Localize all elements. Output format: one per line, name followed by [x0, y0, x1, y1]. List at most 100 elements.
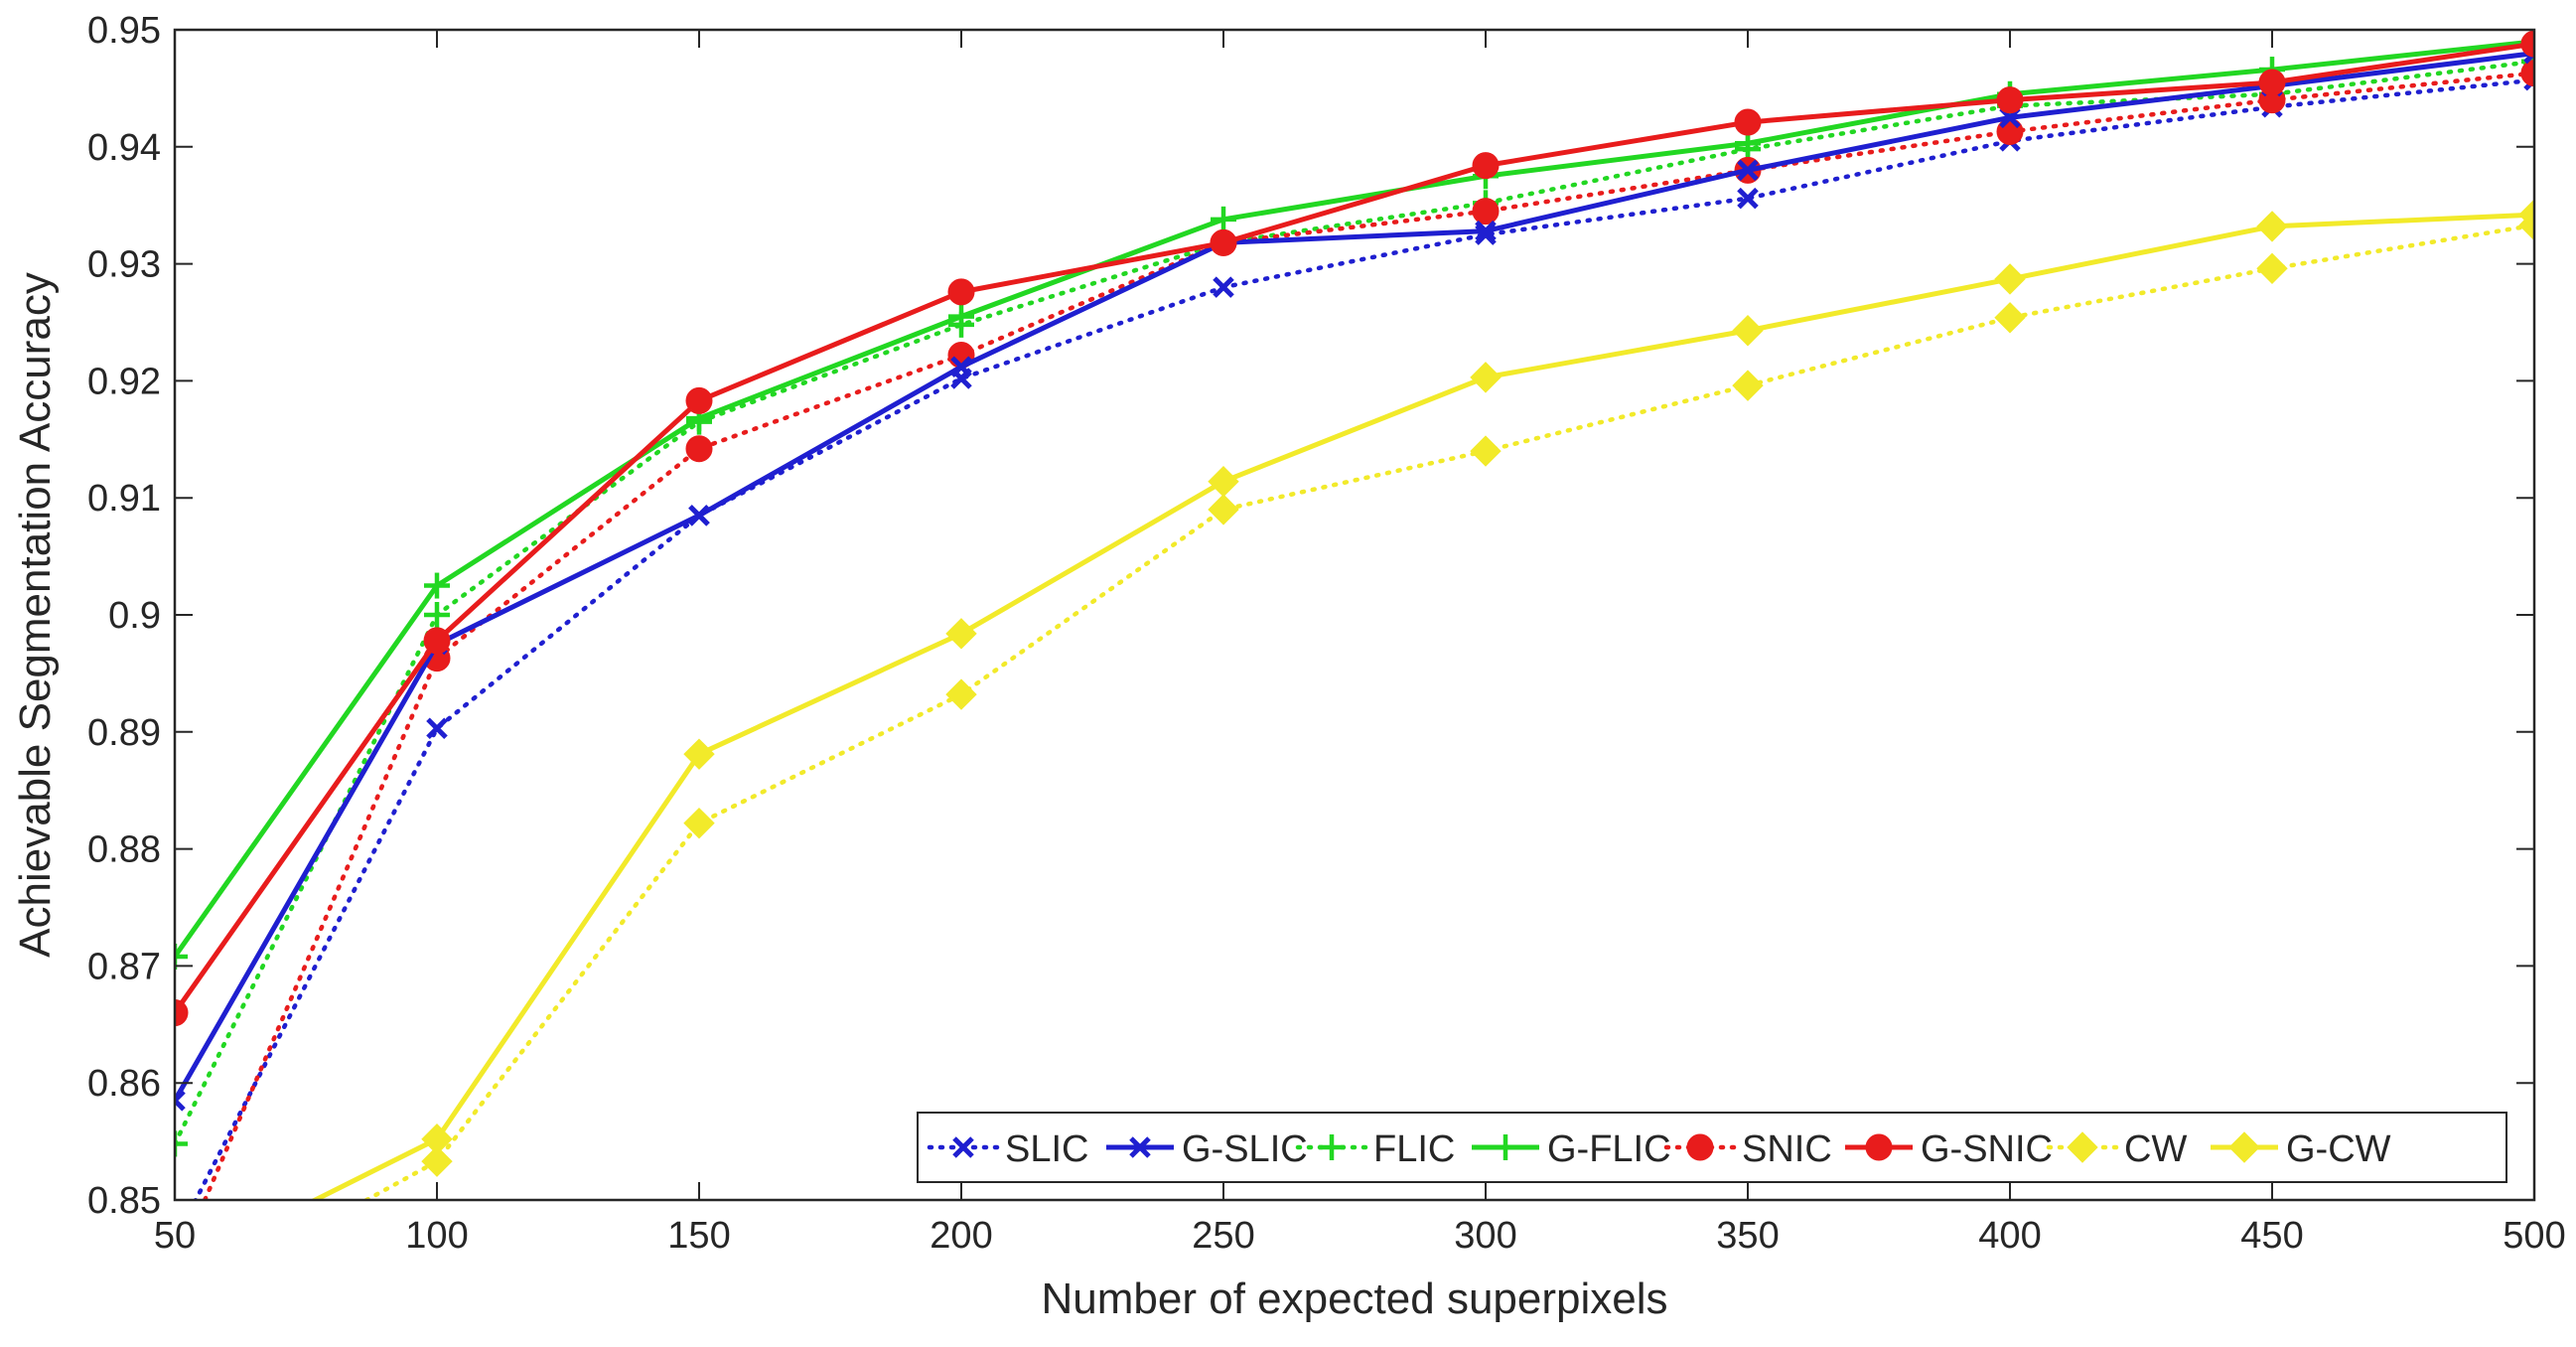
point-g-snic — [1210, 228, 1237, 256]
point-flic — [175, 1130, 188, 1157]
axis-ticks: 50 100 150 200 250 300 350 400 450 500 0.85 0.86 0.8… — [87, 10, 2566, 1257]
point-g-flic — [424, 572, 450, 599]
legend-item-g-cw: G-CW — [2211, 1128, 2391, 1170]
point-g-cw — [945, 618, 977, 650]
y-tick-label: 0.85 — [87, 1180, 161, 1222]
legend-marker — [1493, 1134, 1518, 1160]
series-line-slic — [193, 77, 2534, 1200]
series-line-cw — [361, 223, 2534, 1200]
legend-marker — [1129, 1136, 1151, 1158]
point-g-cw — [1732, 315, 1764, 347]
legend-marker — [2228, 1131, 2260, 1163]
x-tick-label: 200 — [930, 1215, 992, 1257]
point-cw — [2256, 252, 2288, 285]
legend-marker — [952, 1136, 974, 1158]
legend-item-cw: CW — [2046, 1128, 2187, 1170]
legend: SLIC G-SLIC FLIC G-FLIC SNIC G-SNIC CW G-CW — [917, 1112, 2507, 1183]
x-tick-label: 350 — [1716, 1215, 1779, 1257]
y-tick-label: 0.89 — [87, 712, 161, 754]
legend-item-g-slic: G-SLIC — [1106, 1128, 1308, 1170]
legend-label: G-FLIC — [1547, 1128, 1671, 1170]
y-tick-label: 0.92 — [87, 361, 161, 402]
point-cw — [1994, 302, 2026, 334]
point-g-snic — [2258, 69, 2286, 96]
legend-label: G-SNIC — [1921, 1128, 2053, 1170]
point-g-flic — [1211, 206, 1236, 232]
point-g-snic — [2520, 30, 2534, 58]
point-cw — [945, 678, 977, 710]
y-tick-label: 0.95 — [87, 10, 161, 52]
series-g-snic — [175, 30, 2534, 1027]
legend-item-flic: FLIC — [1295, 1128, 1455, 1170]
point-g-cw — [1470, 362, 1502, 393]
y-tick-label: 0.91 — [87, 478, 161, 520]
point-g-cw — [1208, 466, 1239, 498]
point-snic — [1472, 198, 1500, 225]
legend-marker — [1319, 1134, 1345, 1160]
y-tick-label: 0.86 — [87, 1063, 161, 1105]
point-g-cw — [2518, 199, 2534, 230]
point-g-slic — [1737, 159, 1759, 182]
point-g-slic — [950, 356, 972, 378]
point-g-snic — [175, 999, 189, 1027]
legend-label: CW — [2124, 1128, 2187, 1170]
point-g-cw — [683, 738, 715, 770]
y-axis-label: Achievable Segmentation Accuracy — [11, 272, 60, 958]
point-g-cw — [160, 1256, 190, 1285]
y-tick-label: 0.87 — [87, 946, 161, 987]
x-tick-label: 50 — [154, 1215, 196, 1257]
point-cw — [160, 1290, 190, 1320]
point-cw — [1732, 370, 1764, 401]
x-tick-label: 450 — [2240, 1215, 2303, 1257]
y-tick-label: 0.93 — [87, 244, 161, 286]
legend-label: FLIC — [1373, 1128, 1455, 1170]
legend-marker — [1686, 1133, 1714, 1161]
legend-label: G-CW — [2286, 1128, 2391, 1170]
point-cw — [683, 807, 715, 839]
legend-marker — [1865, 1133, 1893, 1161]
point-flic — [424, 602, 450, 628]
point-g-cw — [2256, 211, 2288, 242]
point-snic — [1996, 117, 2024, 145]
point-g-cw — [1994, 263, 2026, 295]
y-tick-label: 0.9 — [108, 595, 161, 637]
series-line-snic — [202, 71, 2534, 1200]
legend-item-snic: SNIC — [1663, 1128, 1832, 1170]
legend-label: SLIC — [1005, 1128, 1088, 1170]
point-cw — [1208, 494, 1239, 525]
legend-item-slic: SLIC — [927, 1128, 1088, 1170]
point-g-slic — [1475, 220, 1497, 242]
point-g-snic — [1734, 108, 1762, 136]
point-snic — [2520, 60, 2534, 87]
point-g-snic — [423, 627, 451, 655]
x-tick-label: 400 — [1978, 1215, 2041, 1257]
point-g-snic — [1472, 152, 1500, 180]
point-snic — [685, 435, 713, 463]
point-snic — [162, 1258, 188, 1283]
series-line-g-slic — [175, 51, 2534, 1103]
point-g-slic — [175, 1090, 186, 1112]
point-g-snic — [1996, 86, 2024, 114]
legend-marker — [2067, 1131, 2098, 1163]
x-tick-label: 300 — [1454, 1215, 1516, 1257]
series-line-g-snic — [175, 41, 2534, 1014]
series-g-cw — [160, 199, 2534, 1285]
series-cw — [160, 210, 2534, 1320]
y-tick-label: 0.88 — [87, 829, 161, 871]
point-cw — [1470, 435, 1502, 467]
x-tick-label: 100 — [405, 1215, 468, 1257]
point-cw — [421, 1145, 453, 1177]
series-line-g-flic — [175, 39, 2534, 959]
point-slic — [1737, 187, 1759, 210]
point-g-flic — [948, 303, 974, 330]
point-g-slic — [688, 505, 710, 526]
x-tick-label: 150 — [667, 1215, 730, 1257]
point-slic — [426, 717, 448, 740]
point-g-snic — [947, 278, 975, 306]
point-g-flic — [175, 943, 188, 970]
x-axis-label: Number of expected superpixels — [1042, 1274, 1668, 1323]
series-layer — [160, 30, 2534, 1320]
series-line-g-cw — [309, 212, 2534, 1200]
legend-label: G-SLIC — [1182, 1128, 1308, 1170]
